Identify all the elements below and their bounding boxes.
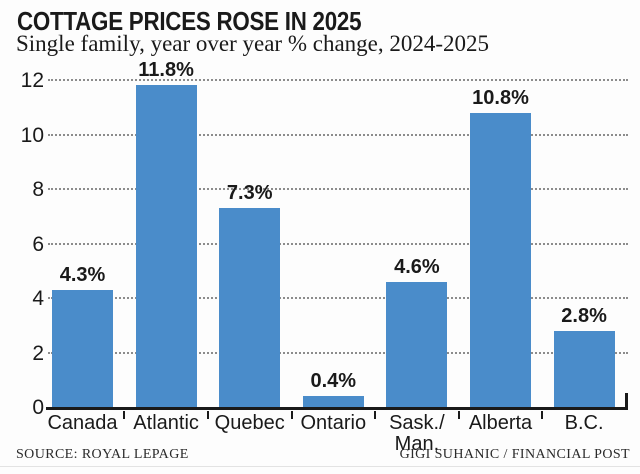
bar-value-label-b-c: 2.8% [561,305,607,327]
x-axis-line [46,407,628,410]
y-axis-tick-label-2: 2 [32,341,44,365]
bar-value-label-sask-man: 4.6% [394,256,440,278]
bar-value-label-canada: 4.3% [59,264,106,286]
x-axis-category-label-alberta: Alberta [468,412,533,434]
bar-ontario [302,396,364,407]
bar-canada [52,290,113,407]
x-axis-category-label-quebec: Quebec [214,412,285,434]
bar-value-label-alberta: 10.8% [472,87,529,109]
gridline-12 [48,79,628,81]
gridline-4 [48,297,628,299]
x-axis-tick [123,411,126,419]
source-credit: SOURCE: ROYAL LEPAGE [16,447,189,462]
chart-title: COTTAGE PRICES ROSE IN 2025 [17,6,362,36]
bar-value-label-quebec: 7.3% [226,182,273,204]
y-axis-tick-label-8: 8 [32,178,44,201]
gridline-2 [48,351,628,354]
y-axis-tick-label-12: 12 [20,69,44,92]
bar-b-c [553,331,615,407]
bar-quebec [219,208,281,407]
x-axis-tick [290,411,293,419]
bar-atlantic [135,85,197,407]
gridline-8 [48,188,628,190]
x-axis-category-label-canada: Canada [47,412,118,434]
y-axis-tick-label-6: 6 [32,232,44,256]
x-axis-category-label-b-c: B.C. [564,412,604,434]
bar-sask-man [386,282,448,407]
y-axis-tick-label-4: 4 [32,287,44,310]
byline-credit: GIGI SUHANIC / FINANCIAL POST [399,447,630,462]
x-axis-end-tick [625,393,628,410]
bottom-divider [0,466,640,467]
x-axis-category-label-ontario: Ontario [300,412,367,434]
x-axis-category-label-atlantic: Atlantic [133,412,199,434]
bar-value-label-atlantic: 11.8% [138,59,194,81]
bar-alberta [470,113,531,407]
x-axis-tick [206,411,209,419]
x-axis-tick [457,411,460,419]
bar-value-label-ontario: 0.4% [310,370,357,392]
x-axis-tick [541,411,544,419]
y-axis-tick-label-0: 0 [32,396,44,419]
y-axis-tick-label-10: 10 [20,123,44,147]
x-axis-tick [374,411,377,419]
gridline-10 [48,133,628,136]
gridline-6 [48,242,628,245]
x-axis-category-label-sask-man: Sask./ Man. [389,412,445,455]
chart-subtitle: Single family, year over year % change, … [16,31,490,56]
